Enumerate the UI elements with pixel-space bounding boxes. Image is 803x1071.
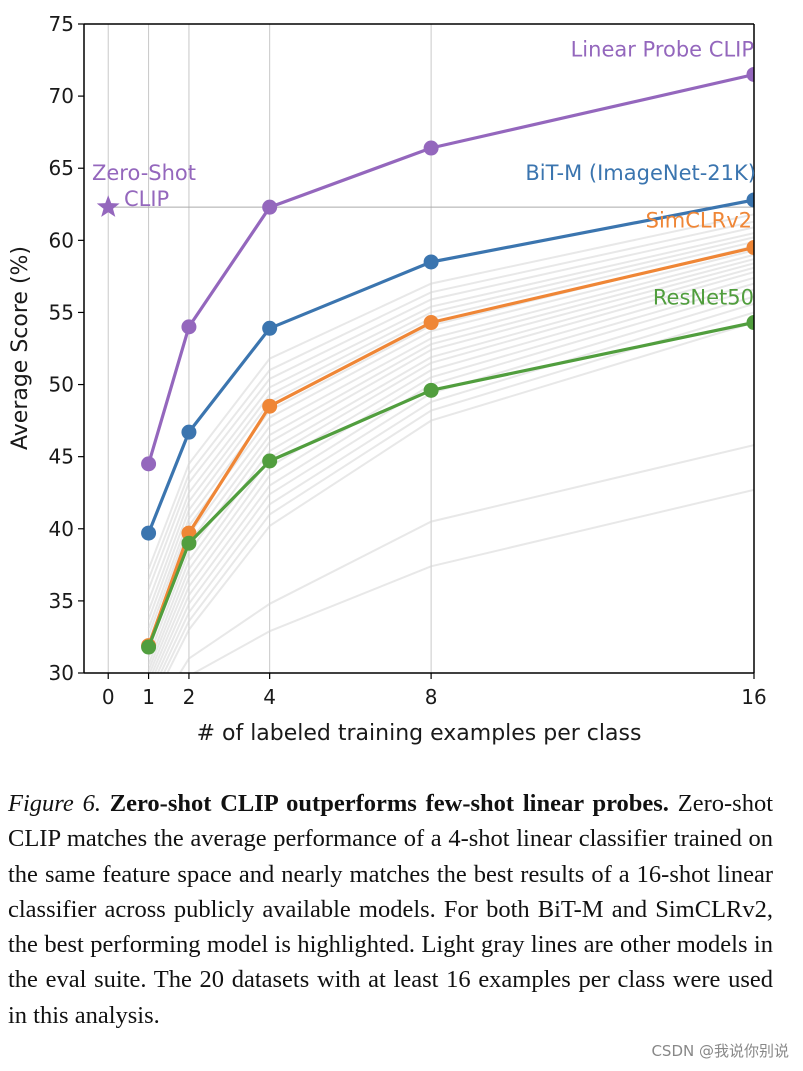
point-bit-m-imagenet-21k-x2	[181, 424, 197, 440]
point-resnet50-x1	[141, 639, 157, 655]
point-linear-probe-clip-x8	[423, 140, 439, 156]
point-linear-probe-clip-x4	[262, 199, 278, 215]
x-axis-label: # of labeled training examples per class	[197, 721, 642, 746]
point-bit-m-imagenet-21k-x8	[423, 254, 439, 270]
background-line-19	[162, 311, 754, 673]
series-label-linear-probe-clip: Linear Probe CLIP	[571, 37, 754, 61]
zero-shot-label-line2: CLIP	[124, 187, 169, 211]
y-tick-label-35: 35	[49, 589, 74, 613]
watermark: CSDN @我说你别说	[651, 1042, 789, 1060]
y-tick-label-55: 55	[49, 300, 74, 324]
point-bit-m-imagenet-21k-x4	[262, 320, 278, 336]
axes	[83, 23, 755, 674]
background-line-21	[178, 444, 754, 673]
y-tick-label-70: 70	[49, 84, 74, 108]
y-tick-label-75: 75	[49, 12, 74, 36]
background-line-11	[147, 262, 754, 658]
point-resnet50-x16	[746, 315, 754, 331]
caption-body: Zero-shot CLIP matches the average perfo…	[8, 790, 773, 1029]
point-resnet50-x4	[262, 453, 278, 469]
x-tick-label-0: 0	[102, 685, 115, 709]
background-line-2	[147, 220, 754, 580]
highlighted-series	[141, 66, 754, 655]
series-labels: Linear Probe CLIP BiT-M (ImageNet-21K) Sim…	[92, 37, 756, 309]
x-tick-label-1: 1	[142, 685, 155, 709]
point-bit-m-imagenet-21k-x16	[746, 192, 754, 208]
background-line-22	[192, 488, 754, 673]
y-tick-label-40: 40	[49, 517, 74, 541]
background-line-4	[147, 232, 754, 602]
y-tick-label-65: 65	[49, 156, 74, 180]
series-label-simclrv2: SimCLRv2	[646, 209, 752, 233]
point-linear-probe-clip-x16	[746, 66, 754, 82]
background-line-17	[156, 295, 754, 673]
y-tick-label-50: 50	[49, 373, 74, 397]
grid-lines	[107, 24, 755, 673]
background-line-5	[147, 236, 754, 612]
point-resnet50-x8	[423, 382, 439, 398]
background-line-16	[153, 288, 754, 673]
point-linear-probe-clip-x2	[181, 319, 197, 335]
point-simclrv2-x8	[423, 315, 439, 331]
point-resnet50-x2	[181, 535, 197, 551]
y-tick-label-60: 60	[49, 228, 74, 252]
x-tick-label-4: 4	[263, 685, 276, 709]
series-label-bit-m-imagenet-21k: BiT-M (ImageNet-21K)	[525, 161, 756, 185]
y-tick-label-30: 30	[49, 661, 74, 685]
background-line-20	[166, 321, 754, 673]
x-tick-label-16: 16	[741, 685, 766, 709]
y-tick-label-45: 45	[49, 445, 74, 469]
tick-labels: 30 35 40 45 50 55 60 65 70 75 0 1 2 4 8 16	[49, 12, 767, 709]
x-tick-label-8: 8	[425, 685, 438, 709]
background-line-12	[147, 266, 754, 665]
y-axis-label: Average Score (%)	[8, 246, 33, 450]
point-linear-probe-clip-x1	[141, 456, 157, 472]
background-line-1	[147, 213, 754, 570]
background-line-15	[151, 282, 754, 673]
x-tick-label-2: 2	[183, 685, 196, 709]
background-line-8	[147, 249, 754, 636]
background-line-3	[147, 226, 754, 590]
caption-label: Figure 6.	[8, 790, 101, 817]
point-bit-m-imagenet-21k-x1	[141, 525, 157, 541]
zero-shot-clip-star	[96, 195, 120, 217]
point-simclrv2-x4	[262, 398, 278, 414]
few-shot-chart: 30 35 40 45 50 55 60 65 70 75 0 1 2 4 8 16 Linear Probe…	[8, 12, 767, 746]
figure-caption: Figure 6. Zero-shot CLIP outperforms few…	[8, 786, 773, 1033]
zero-shot-label-line1: Zero-Shot	[92, 161, 196, 185]
series-label-resnet50: ResNet50	[653, 286, 754, 310]
point-simclrv2-x16	[746, 240, 754, 256]
caption-title: Zero-shot CLIP outperforms few-shot line…	[109, 790, 669, 817]
